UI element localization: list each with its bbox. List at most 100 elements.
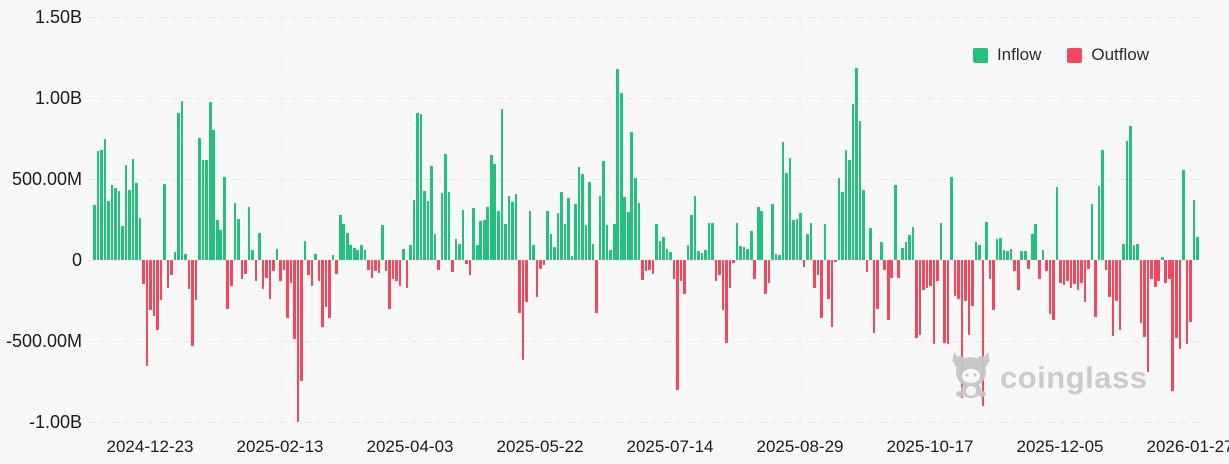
outflow-bar[interactable]: [268, 260, 272, 299]
outflow-bar[interactable]: [932, 260, 936, 345]
inflow-bar[interactable]: [848, 159, 851, 260]
inflow-bar[interactable]: [440, 192, 444, 260]
inflow-bar[interactable]: [602, 161, 605, 260]
outflow-bar[interactable]: [405, 260, 409, 289]
inflow-bar[interactable]: [658, 240, 662, 260]
outflow-bar[interactable]: [1038, 260, 1041, 280]
outflow-bar[interactable]: [922, 260, 925, 290]
inflow-bar[interactable]: [444, 153, 447, 260]
inflow-bar[interactable]: [275, 248, 279, 260]
outflow-bar[interactable]: [465, 260, 468, 265]
outflow-bar[interactable]: [451, 260, 454, 273]
inflow-bar[interactable]: [135, 183, 138, 260]
outflow-bar[interactable]: [946, 260, 950, 345]
inflow-bar[interactable]: [208, 102, 212, 260]
outflow-bar[interactable]: [802, 260, 806, 268]
outflow-bar[interactable]: [152, 260, 156, 316]
outflow-bar[interactable]: [918, 260, 922, 335]
inflow-bar[interactable]: [809, 222, 813, 260]
outflow-bar[interactable]: [753, 260, 757, 280]
outflow-bar[interactable]: [872, 260, 876, 333]
outflow-bar[interactable]: [957, 260, 960, 299]
outflow-bar[interactable]: [1150, 260, 1153, 280]
outflow-bar[interactable]: [539, 260, 542, 269]
outflow-bar[interactable]: [1175, 260, 1178, 338]
inflow-bar[interactable]: [121, 225, 124, 260]
inflow-bar[interactable]: [837, 178, 841, 260]
inflow-bar[interactable]: [110, 185, 114, 260]
legend-item-inflow[interactable]: Inflow: [972, 45, 1041, 65]
inflow-bar[interactable]: [841, 191, 844, 260]
outflow-bar[interactable]: [1087, 260, 1090, 269]
outflow-bar[interactable]: [718, 260, 721, 276]
outflow-bar[interactable]: [1108, 260, 1111, 298]
inflow-bar[interactable]: [879, 242, 883, 260]
outflow-bar[interactable]: [1143, 260, 1146, 337]
inflow-bar[interactable]: [359, 244, 363, 260]
inflow-bar[interactable]: [806, 234, 809, 260]
outflow-bar[interactable]: [988, 260, 992, 280]
outflow-bar[interactable]: [890, 260, 894, 278]
inflow-bar[interactable]: [858, 121, 862, 260]
inflow-bar[interactable]: [486, 206, 490, 260]
outflow-bar[interactable]: [679, 260, 683, 282]
outflow-bar[interactable]: [398, 260, 402, 286]
inflow-bar[interactable]: [303, 240, 307, 260]
outflow-bar[interactable]: [254, 260, 258, 282]
inflow-bar[interactable]: [1192, 200, 1196, 260]
outflow-bar[interactable]: [1146, 260, 1150, 372]
inflow-bar[interactable]: [412, 200, 416, 260]
inflow-bar[interactable]: [352, 247, 356, 260]
inflow-bar[interactable]: [1006, 251, 1009, 260]
outflow-bar[interactable]: [1059, 260, 1062, 283]
inflow-bar[interactable]: [693, 196, 697, 260]
outflow-bar[interactable]: [644, 260, 648, 271]
inflow-bar[interactable]: [419, 114, 423, 260]
outflow-bar[interactable]: [335, 260, 338, 274]
inflow-bar[interactable]: [781, 141, 785, 260]
inflow-bar[interactable]: [974, 242, 978, 260]
outflow-bar[interactable]: [943, 260, 946, 343]
inflow-bar[interactable]: [908, 234, 911, 260]
outflow-bar[interactable]: [1185, 260, 1189, 345]
outflow-bar[interactable]: [191, 260, 194, 346]
inflow-bar[interactable]: [258, 233, 261, 260]
inflow-bar[interactable]: [686, 245, 690, 260]
inflow-bar[interactable]: [911, 226, 915, 260]
inflow-bar[interactable]: [577, 166, 581, 260]
inflow-bar[interactable]: [93, 204, 96, 260]
inflow-bar[interactable]: [430, 166, 433, 260]
outflow-bar[interactable]: [159, 260, 163, 300]
outflow-bar[interactable]: [321, 260, 324, 328]
inflow-bar[interactable]: [553, 247, 556, 260]
inflow-bar[interactable]: [584, 225, 588, 260]
inflow-bar[interactable]: [950, 176, 953, 260]
outflow-bar[interactable]: [876, 260, 879, 309]
inflow-bar[interactable]: [124, 165, 128, 260]
inflow-bar[interactable]: [771, 204, 774, 260]
inflow-bar[interactable]: [107, 200, 110, 260]
inflow-bar[interactable]: [1122, 243, 1125, 260]
inflow-bar[interactable]: [978, 245, 981, 260]
outflow-bar[interactable]: [289, 260, 293, 283]
outflow-bar[interactable]: [296, 260, 300, 422]
inflow-bar[interactable]: [331, 255, 335, 260]
outflow-bar[interactable]: [1118, 260, 1122, 330]
inflow-bar[interactable]: [1101, 149, 1104, 260]
inflow-bar[interactable]: [251, 250, 254, 260]
outflow-bar[interactable]: [391, 260, 395, 280]
inflow-bar[interactable]: [665, 249, 669, 260]
outflow-bar[interactable]: [230, 260, 233, 286]
inflow-bar[interactable]: [205, 159, 208, 260]
outflow-bar[interactable]: [721, 260, 725, 311]
outflow-bar[interactable]: [324, 260, 328, 307]
inflow-bar[interactable]: [630, 132, 634, 260]
inflow-bar[interactable]: [1132, 245, 1136, 260]
inflow-bar[interactable]: [619, 93, 623, 260]
inflow-bar[interactable]: [201, 159, 205, 260]
outflow-bar[interactable]: [518, 260, 521, 314]
outflow-bar[interactable]: [672, 260, 676, 280]
inflow-bar[interactable]: [103, 139, 107, 260]
inflow-bar[interactable]: [823, 223, 827, 260]
outflow-bar[interactable]: [1062, 260, 1066, 286]
